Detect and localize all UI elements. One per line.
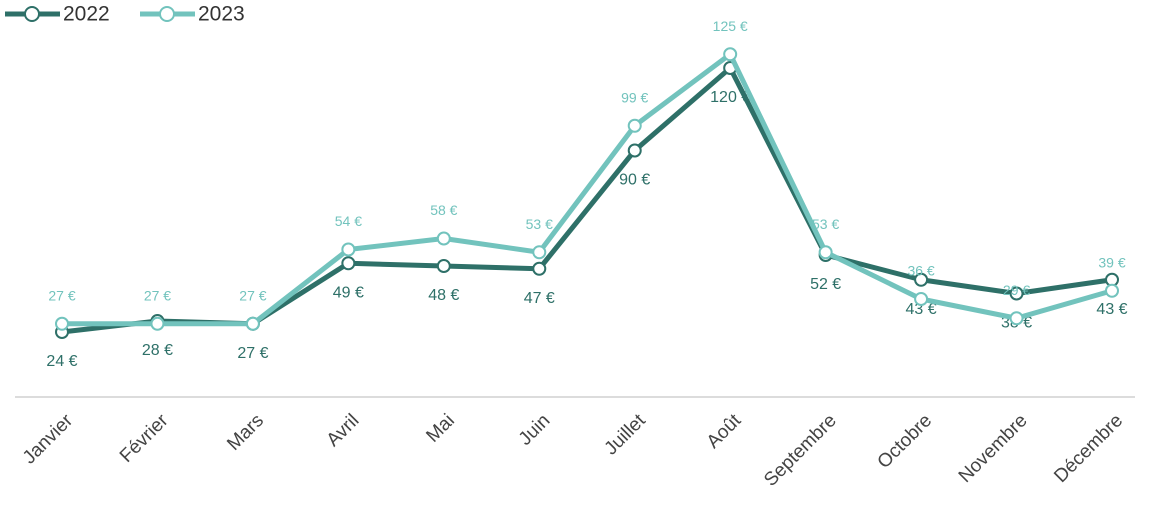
data-point <box>1009 286 1024 301</box>
x-tick-label: Avril <box>323 410 364 451</box>
data-point <box>818 245 833 260</box>
x-tick-label: Août <box>703 410 746 453</box>
legend-marker <box>24 6 40 22</box>
x-tick-label: Juin <box>515 410 554 449</box>
data-point <box>627 143 642 158</box>
data-label: 58 € <box>430 202 457 218</box>
data-label: 47 € <box>524 290 555 307</box>
data-label: 53 € <box>812 216 839 232</box>
data-label: 36 € <box>907 263 934 279</box>
x-tick-label: Septembre <box>760 410 841 491</box>
data-label: 27 € <box>237 345 268 362</box>
x-tick-label: Décembre <box>1050 410 1127 487</box>
series-line <box>62 51 1113 327</box>
data-point <box>1105 283 1119 298</box>
data-label: 39 € <box>1098 254 1125 270</box>
x-tick-label: Mai <box>422 410 459 447</box>
data-label: 24 € <box>46 353 77 370</box>
data-point <box>532 261 547 276</box>
x-tick-label: Février <box>116 410 173 467</box>
legend-marker <box>159 6 175 22</box>
data-label: 43 € <box>906 301 937 318</box>
data-label: 43 € <box>1096 301 1127 318</box>
data-point <box>1009 311 1024 326</box>
data-label: 28 € <box>142 342 173 359</box>
x-tick-label: Juillet <box>601 410 651 460</box>
data-point <box>341 256 356 271</box>
data-point <box>55 316 69 331</box>
x-tick-label: Mars <box>223 410 268 455</box>
data-label: 125 € <box>713 18 748 34</box>
data-point <box>723 47 738 62</box>
x-tick-label: Janvier <box>19 410 78 469</box>
data-point <box>341 242 356 257</box>
data-label: 53 € <box>526 216 553 232</box>
legend-label: 2023 <box>198 3 245 26</box>
data-point <box>436 259 451 273</box>
data-point <box>436 231 451 246</box>
series-line <box>61 65 1113 335</box>
data-label: 27 € <box>239 287 266 303</box>
data-label: 27 € <box>144 287 171 303</box>
data-label: 48 € <box>428 287 459 304</box>
data-label: 27 € <box>48 287 75 303</box>
data-point <box>150 316 165 331</box>
x-tick-label: Octobre <box>874 410 937 473</box>
data-label: 99 € <box>621 89 648 105</box>
data-label: 90 € <box>619 172 650 189</box>
data-point <box>245 316 260 331</box>
data-point <box>914 292 929 306</box>
data-point <box>627 118 642 133</box>
legend-label: 2022 <box>63 3 110 26</box>
data-point <box>914 272 929 287</box>
data-label: 29 € <box>1003 282 1030 298</box>
data-point <box>532 245 547 260</box>
data-label: 120 € <box>710 89 750 106</box>
data-label: 54 € <box>335 213 362 229</box>
data-label: 52 € <box>810 276 841 293</box>
x-tick-label: Novembre <box>955 410 1032 487</box>
data-label: 49 € <box>333 284 364 301</box>
